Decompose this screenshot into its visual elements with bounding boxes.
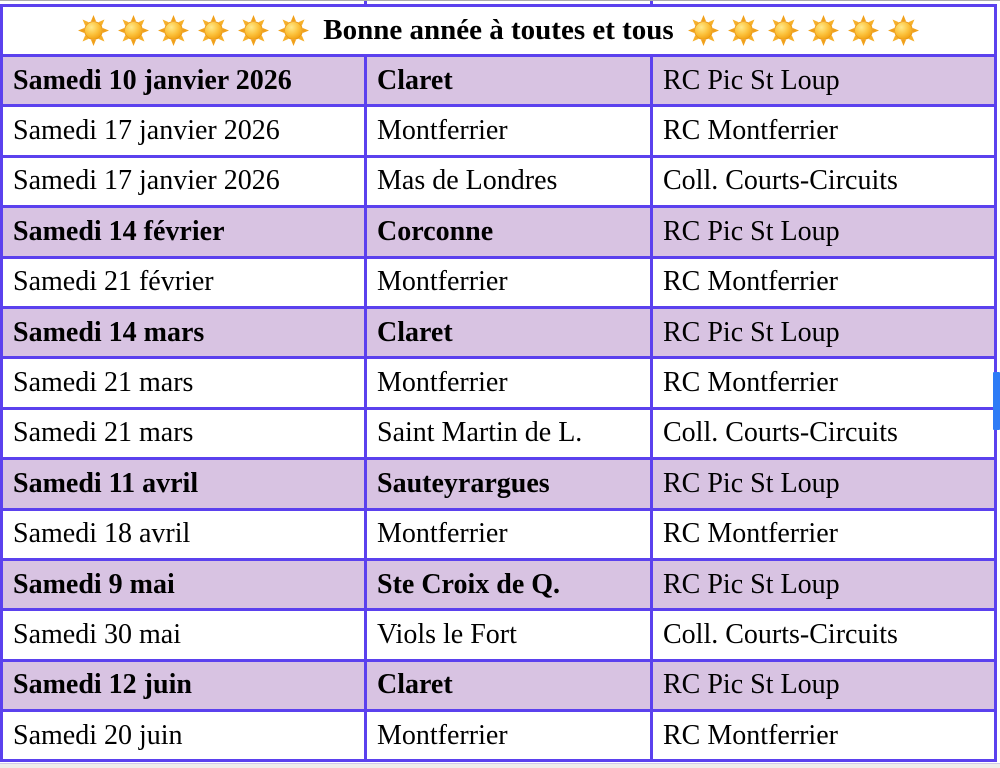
venue-cell[interactable]: Claret bbox=[364, 57, 650, 104]
title-banner: Bonne année à toutes et tous bbox=[3, 7, 994, 54]
sun-icon bbox=[238, 15, 269, 46]
table-row: Samedi 14 marsClaretRC Pic St Loup bbox=[3, 306, 994, 356]
club-cell[interactable]: RC Montferrier bbox=[650, 359, 991, 406]
top-cutoff-row-divider bbox=[0, 0, 1000, 1]
club-cell[interactable]: RC Montferrier bbox=[650, 712, 991, 759]
venue-cell[interactable]: Montferrier bbox=[364, 712, 650, 759]
venue-cell[interactable]: Montferrier bbox=[364, 259, 650, 306]
table-row: Samedi 30 maiViols le FortColl. Courts-C… bbox=[3, 608, 994, 658]
date-cell[interactable]: Samedi 21 février bbox=[3, 259, 364, 306]
sun-icon bbox=[888, 15, 919, 46]
club-cell[interactable]: Coll. Courts-Circuits bbox=[650, 158, 991, 205]
table-row: Samedi 10 janvier 2026ClaretRC Pic St Lo… bbox=[3, 54, 994, 104]
venue-cell[interactable]: Viols le Fort bbox=[364, 611, 650, 658]
table-row: Samedi 21 marsSaint Martin de L.Coll. Co… bbox=[3, 407, 994, 457]
venue-cell[interactable]: Montferrier bbox=[364, 511, 650, 558]
page-title: Bonne année à toutes et tous bbox=[323, 14, 673, 47]
venue-cell[interactable]: Ste Croix de Q. bbox=[364, 561, 650, 608]
table-row: Samedi 21 marsMontferrierRC Montferrier bbox=[3, 356, 994, 406]
club-cell[interactable]: RC Pic St Loup bbox=[650, 662, 991, 709]
club-cell[interactable]: Coll. Courts-Circuits bbox=[650, 410, 991, 457]
date-cell[interactable]: Samedi 17 janvier 2026 bbox=[3, 158, 364, 205]
date-cell[interactable]: Samedi 21 mars bbox=[3, 359, 364, 406]
sun-icon bbox=[688, 15, 719, 46]
date-cell[interactable]: Samedi 9 mai bbox=[3, 561, 364, 608]
date-cell[interactable]: Samedi 11 avril bbox=[3, 460, 364, 507]
club-cell[interactable]: RC Pic St Loup bbox=[650, 561, 991, 608]
date-cell[interactable]: Samedi 14 février bbox=[3, 208, 364, 255]
club-cell[interactable]: RC Montferrier bbox=[650, 511, 991, 558]
sun-icon bbox=[118, 15, 149, 46]
club-cell[interactable]: RC Pic St Loup bbox=[650, 57, 991, 104]
sun-group-left bbox=[78, 15, 309, 46]
club-cell[interactable]: RC Pic St Loup bbox=[650, 309, 991, 356]
below-table-background bbox=[0, 763, 1000, 768]
club-cell[interactable]: Coll. Courts-Circuits bbox=[650, 611, 991, 658]
sun-icon bbox=[198, 15, 229, 46]
table-row: Samedi 14 févrierCorconneRC Pic St Loup bbox=[3, 205, 994, 255]
date-cell[interactable]: Samedi 12 juin bbox=[3, 662, 364, 709]
sun-icon bbox=[278, 15, 309, 46]
date-cell[interactable]: Samedi 10 janvier 2026 bbox=[3, 57, 364, 104]
venue-cell[interactable]: Saint Martin de L. bbox=[364, 410, 650, 457]
sun-icon bbox=[78, 15, 109, 46]
sun-icon bbox=[848, 15, 879, 46]
selection-indicator bbox=[993, 372, 1000, 429]
table-row: Samedi 21 févrierMontferrierRC Montferri… bbox=[3, 256, 994, 306]
club-cell[interactable]: RC Pic St Loup bbox=[650, 208, 991, 255]
venue-cell[interactable]: Corconne bbox=[364, 208, 650, 255]
date-cell[interactable]: Samedi 20 juin bbox=[3, 712, 364, 759]
table-row: Samedi 17 janvier 2026MontferrierRC Mont… bbox=[3, 104, 994, 154]
venue-cell[interactable]: Sauteyrargues bbox=[364, 460, 650, 507]
sun-icon bbox=[158, 15, 189, 46]
date-cell[interactable]: Samedi 21 mars bbox=[3, 410, 364, 457]
date-cell[interactable]: Samedi 30 mai bbox=[3, 611, 364, 658]
table-row: Samedi 11 avrilSauteyrarguesRC Pic St Lo… bbox=[3, 457, 994, 507]
sun-group-right bbox=[688, 15, 919, 46]
schedule-table-body: Samedi 10 janvier 2026ClaretRC Pic St Lo… bbox=[3, 54, 994, 759]
schedule-table: Bonne année à toutes et tous Samedi 10 j… bbox=[0, 4, 997, 762]
venue-cell[interactable]: Mas de Londres bbox=[364, 158, 650, 205]
sun-icon bbox=[808, 15, 839, 46]
table-row: Samedi 12 juinClaretRC Pic St Loup bbox=[3, 659, 994, 709]
table-row: Samedi 20 juinMontferrierRC Montferrier bbox=[3, 709, 994, 759]
date-cell[interactable]: Samedi 18 avril bbox=[3, 511, 364, 558]
sun-icon bbox=[768, 15, 799, 46]
venue-cell[interactable]: Montferrier bbox=[364, 359, 650, 406]
date-cell[interactable]: Samedi 17 janvier 2026 bbox=[3, 107, 364, 154]
page: Bonne année à toutes et tous Samedi 10 j… bbox=[0, 0, 1000, 768]
club-cell[interactable]: RC Montferrier bbox=[650, 107, 991, 154]
date-cell[interactable]: Samedi 14 mars bbox=[3, 309, 364, 356]
venue-cell[interactable]: Montferrier bbox=[364, 107, 650, 154]
table-row: Samedi 9 maiSte Croix de Q.RC Pic St Lou… bbox=[3, 558, 994, 608]
club-cell[interactable]: RC Montferrier bbox=[650, 259, 991, 306]
venue-cell[interactable]: Claret bbox=[364, 662, 650, 709]
club-cell[interactable]: RC Pic St Loup bbox=[650, 460, 991, 507]
sun-icon bbox=[728, 15, 759, 46]
table-row: Samedi 17 janvier 2026Mas de LondresColl… bbox=[3, 155, 994, 205]
venue-cell[interactable]: Claret bbox=[364, 309, 650, 356]
table-row: Samedi 18 avrilMontferrierRC Montferrier bbox=[3, 508, 994, 558]
